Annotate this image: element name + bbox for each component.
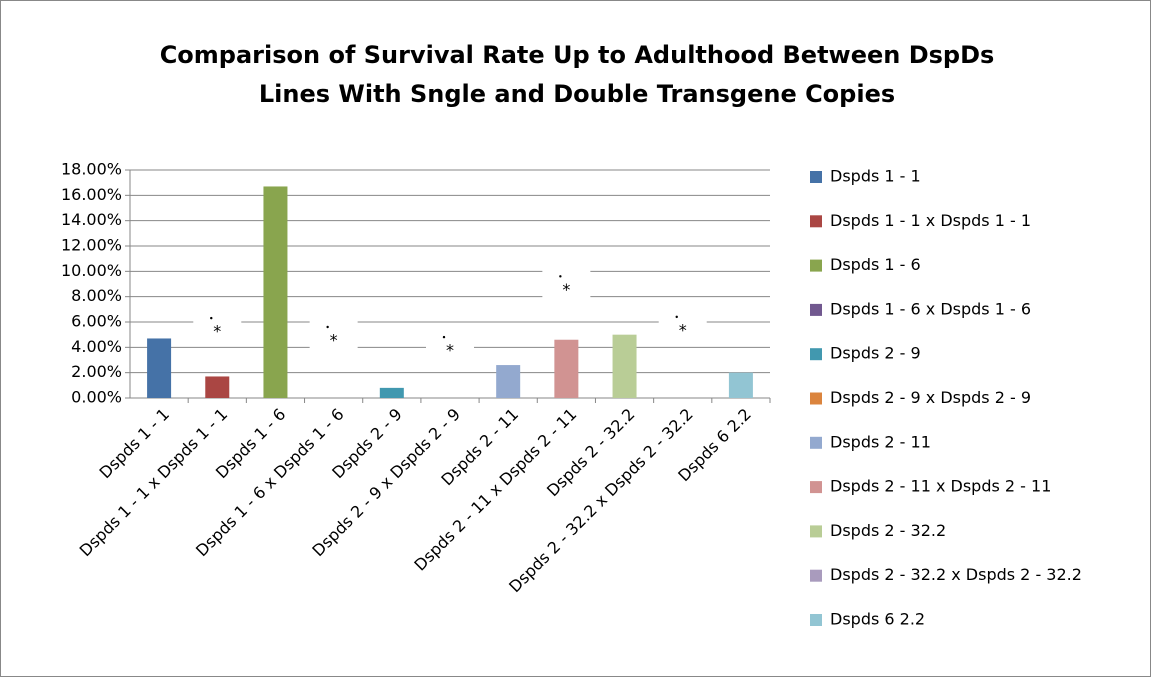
legend-swatch — [810, 614, 822, 626]
legend-swatch — [810, 525, 822, 538]
legend-swatch — [810, 569, 822, 582]
bar — [612, 334, 637, 398]
y-tick-label: 2.00% — [71, 362, 122, 381]
annotation-box — [658, 304, 707, 345]
annotation-dot — [210, 316, 213, 320]
annotation: * — [446, 341, 454, 360]
legend-swatch — [810, 348, 822, 361]
legend-label: Dspds 2 - 9 x Dspds 2 - 9 — [830, 388, 1031, 407]
legend-swatch — [810, 392, 822, 405]
annotation: * — [213, 322, 221, 341]
y-tick-label: 10.00% — [61, 261, 122, 280]
chart-title: Lines With Sngle and Double Transgene Co… — [259, 80, 895, 108]
annotation-dot — [559, 275, 562, 278]
legend-label: Dspds 1 - 6 — [830, 255, 921, 274]
legend-label: Dspds 1 - 6 x Dspds 1 - 6 — [830, 299, 1031, 318]
annotation-dot — [442, 335, 446, 339]
annotation-box — [193, 306, 242, 347]
y-tick-label: 0.00% — [71, 388, 122, 407]
legend-swatch — [810, 303, 822, 316]
annotation: * — [562, 280, 570, 299]
legend-label: Dspds 2 - 32.2 — [830, 521, 946, 540]
legend-swatch — [810, 171, 822, 183]
legend-swatch — [810, 215, 822, 228]
legend-label: Dspds 2 - 11 x Dspds 2 - 11 — [830, 477, 1051, 496]
annotation-box — [309, 315, 358, 355]
y-tick-label: 12.00% — [61, 236, 122, 255]
annotation: * — [330, 331, 338, 350]
annotation-box — [542, 264, 591, 305]
annotation-box — [426, 325, 474, 366]
legend-label: Dspds 2 - 9 — [830, 344, 921, 363]
y-tick-label: 4.00% — [71, 337, 122, 356]
bar — [728, 372, 753, 398]
bar — [263, 186, 288, 398]
legend-label: Dspds 1 - 1 x Dspds 1 - 1 — [830, 211, 1031, 230]
annotation-dot — [675, 315, 678, 319]
chart-title: Comparison of Survival Rate Up to Adulth… — [160, 41, 995, 69]
legend-swatch — [810, 481, 822, 494]
annotation-dot — [326, 325, 329, 329]
bar — [147, 338, 172, 398]
bar — [496, 365, 521, 398]
legend-label: Dspds 2 - 32.2 x Dspds 2 - 32.2 — [830, 565, 1082, 584]
legend-swatch — [810, 436, 822, 449]
legend-label: Dspds 1 - 1 — [830, 167, 921, 186]
bar — [205, 376, 230, 398]
y-tick-label: 6.00% — [71, 312, 122, 331]
bar — [554, 339, 579, 398]
legend-label: Dspds 2 - 11 — [830, 432, 931, 451]
legend-label: Dspds 6 2.2 — [830, 610, 925, 629]
y-tick-label: 18.00% — [61, 160, 122, 179]
y-tick-label: 8.00% — [71, 286, 122, 305]
y-tick-label: 14.00% — [61, 210, 122, 229]
annotation: * — [679, 320, 687, 339]
y-tick-label: 16.00% — [61, 185, 122, 204]
bar — [379, 387, 404, 398]
legend-swatch — [810, 259, 822, 272]
